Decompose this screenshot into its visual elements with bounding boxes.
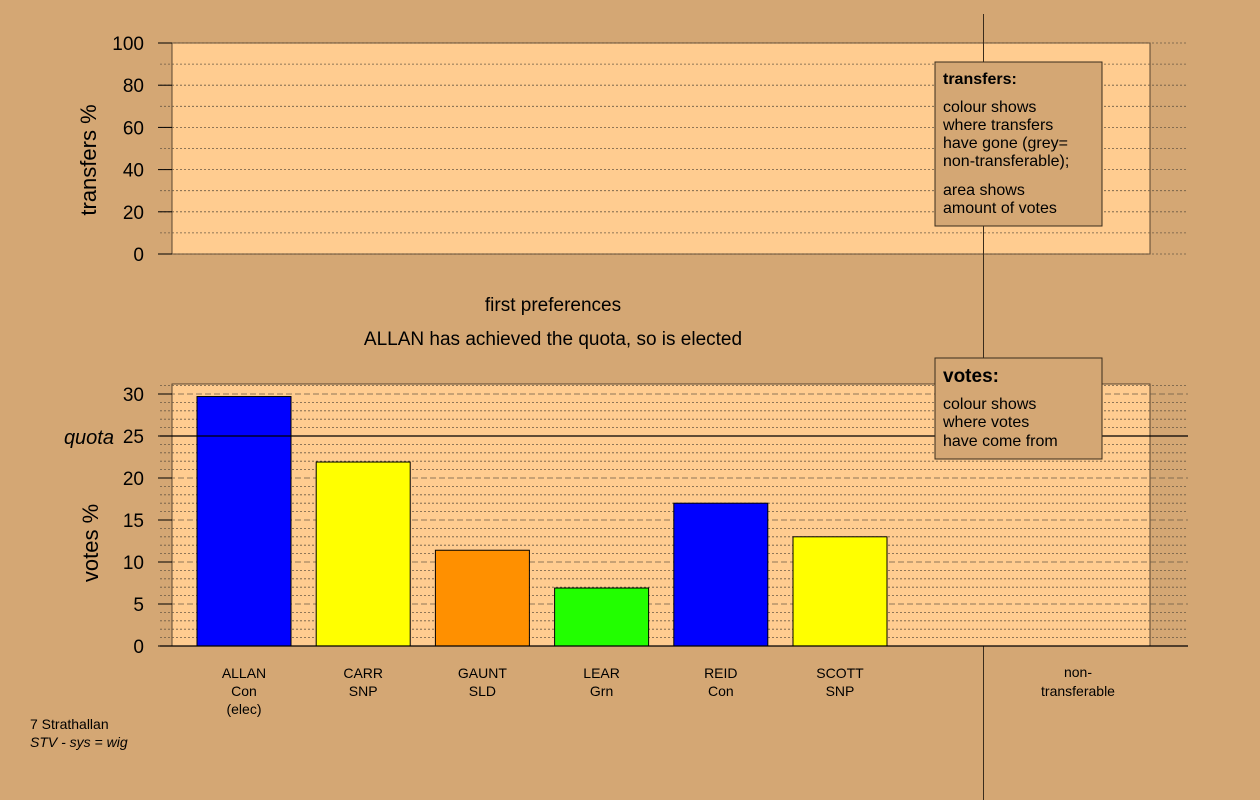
nontransferable-label: transferable xyxy=(1041,683,1115,699)
votes-y-tick-label: 25 xyxy=(123,427,144,448)
votes-y-tick-label: 0 xyxy=(133,637,144,658)
votes-y-axis-label: votes % xyxy=(78,504,103,582)
constituency-label: 7 Strathallan xyxy=(30,716,109,732)
transfers-legend-line: area shows xyxy=(943,182,1025,199)
votes-y-tick-label: 15 xyxy=(123,511,144,532)
transfers-y-tick-label: 80 xyxy=(123,76,144,97)
candidate-label-gaunt: GAUNT xyxy=(458,665,507,681)
candidate-label-gaunt: SLD xyxy=(469,683,496,699)
candidate-label-lear: Grn xyxy=(590,683,613,699)
votes-legend-box xyxy=(934,357,1103,460)
candidate-label-carr: CARR xyxy=(343,665,383,681)
candidate-label-allan: Con xyxy=(231,683,257,699)
transfers-y-ticks: 0 20 40 60 80 100 xyxy=(112,34,172,266)
bar-allan xyxy=(196,396,292,647)
transfers-legend-line: amount of votes xyxy=(943,200,1057,217)
stage-title: first preferences xyxy=(485,295,621,316)
votes-legend: votes: colour shows where votes have com… xyxy=(934,357,1103,460)
votes-legend-line: where votes xyxy=(942,414,1029,431)
transfers-legend-title: transfers: xyxy=(943,71,1017,88)
quota-label: quota xyxy=(64,427,114,449)
bar-scott xyxy=(792,536,888,647)
transfers-legend-line: have gone (grey= xyxy=(943,135,1068,152)
candidate-labels: ALLAN Con (elec) CARR SNP GAUNT SLD LEAR Grn REID… xyxy=(222,665,864,717)
candidate-label-reid: REID xyxy=(704,665,737,681)
transfers-y-tick-label: 100 xyxy=(112,34,144,55)
transfers-legend: transfers: colour shows where transfers … xyxy=(934,61,1103,227)
transfers-legend-line: non-transferable); xyxy=(943,153,1069,170)
candidate-label-lear: LEAR xyxy=(583,665,620,681)
candidate-label-scott: SCOTT xyxy=(816,665,864,681)
bar-lear xyxy=(554,587,650,647)
transfers-legend-line: colour shows xyxy=(943,99,1036,116)
votes-y-tick-label: 20 xyxy=(123,469,144,490)
votes-y-ticks: 0 5 10 15 20 25 30 xyxy=(123,385,172,658)
votes-legend-line: have come from xyxy=(943,433,1058,450)
nontransferable-label: non- xyxy=(1064,664,1092,680)
votes-y-tick-label: 5 xyxy=(133,595,144,616)
candidate-label-allan: ALLAN xyxy=(222,665,266,681)
transfers-y-tick-label: 20 xyxy=(123,203,144,224)
bar-gaunt xyxy=(434,549,530,647)
transfers-y-axis-label: transfers % xyxy=(76,104,101,215)
transfers-y-tick-label: 60 xyxy=(123,118,144,139)
transfers-legend-line: where transfers xyxy=(942,117,1053,134)
system-label: STV - sys = wig xyxy=(30,734,128,750)
candidate-label-scott: SNP xyxy=(826,683,855,699)
transfers-y-tick-label: 40 xyxy=(123,161,144,182)
bar-reid xyxy=(673,502,769,647)
votes-legend-title: votes: xyxy=(943,366,999,387)
transfers-legend-box xyxy=(934,61,1103,227)
votes-y-tick-label: 10 xyxy=(123,553,144,574)
bar-carr xyxy=(315,461,411,647)
candidate-label-carr: SNP xyxy=(349,683,378,699)
transfers-y-tick-label: 0 xyxy=(133,245,144,266)
votes-y-tick-label: 30 xyxy=(123,385,144,406)
stage-status: ALLAN has achieved the quota, so is elec… xyxy=(364,329,742,350)
candidate-label-allan: (elec) xyxy=(226,701,261,717)
candidate-label-reid: Con xyxy=(708,683,734,699)
votes-legend-line: colour shows xyxy=(943,396,1036,413)
